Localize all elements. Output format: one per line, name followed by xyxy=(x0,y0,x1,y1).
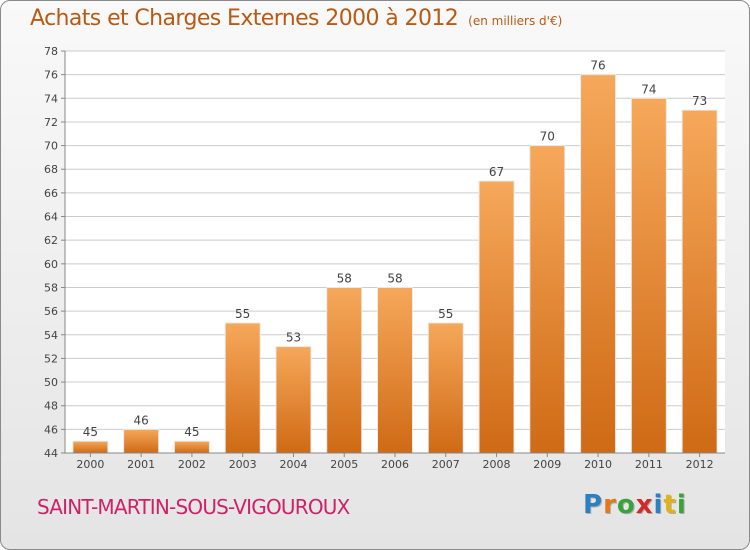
data-label: 74 xyxy=(641,82,656,96)
x-tick-label: 2008 xyxy=(483,458,511,471)
logo-letter: P xyxy=(583,490,604,520)
bar-2005 xyxy=(326,286,363,454)
logo-letter: i xyxy=(676,490,687,520)
x-tick-label: 2011 xyxy=(635,458,663,471)
y-tick-label: 54 xyxy=(44,329,58,342)
chart-title: Achats et Charges Externes 2000 à 2012 (e… xyxy=(30,6,562,31)
y-tick-label: 62 xyxy=(44,234,58,247)
y-tick-label: 46 xyxy=(44,423,58,436)
data-label: 55 xyxy=(235,307,250,321)
y-tick-label: 72 xyxy=(44,116,58,129)
bar-2001 xyxy=(123,428,160,454)
data-label: 45 xyxy=(83,425,98,439)
y-tick-label: 48 xyxy=(44,400,58,413)
unit-note: (en milliers d'€) xyxy=(468,14,563,28)
title-text: Achats et Charges Externes 2000 à 2012 xyxy=(30,6,459,31)
y-tick-label: 44 xyxy=(44,447,58,460)
data-label: 70 xyxy=(540,130,555,144)
y-tick-label: 70 xyxy=(44,140,58,153)
y-tick-label: 56 xyxy=(44,305,58,318)
x-tick-label: 2010 xyxy=(584,458,612,471)
logo-letter: i xyxy=(653,490,664,520)
data-label: 73 xyxy=(692,94,707,108)
logo-letter: x xyxy=(635,490,654,520)
y-tick-label: 52 xyxy=(44,352,58,365)
y-tick-label: 78 xyxy=(44,45,58,58)
data-label: 53 xyxy=(286,331,301,345)
data-label: 58 xyxy=(337,271,352,285)
commune-name: SAINT-MARTIN-SOUS-VIGOUROUX xyxy=(37,495,350,519)
y-tick-label: 66 xyxy=(44,187,58,200)
x-tick-label: 2000 xyxy=(76,458,104,471)
data-label: 45 xyxy=(184,425,199,439)
x-tick-label: 2004 xyxy=(279,458,307,471)
x-tick-label: 2007 xyxy=(432,458,460,471)
y-tick-label: 50 xyxy=(44,376,58,389)
bar-2000 xyxy=(72,440,109,454)
x-tick-label: 2002 xyxy=(178,458,206,471)
bar-2004 xyxy=(275,346,312,454)
y-tick-label: 68 xyxy=(44,163,58,176)
bar-2003 xyxy=(224,322,261,454)
y-axis: 44 46 48 50 52 54 56 58 60 62 64 66 68 70 72 74 76 78 xyxy=(44,45,66,460)
data-label: 58 xyxy=(387,271,402,285)
bar-2009 xyxy=(529,145,566,454)
bar-2011 xyxy=(630,97,667,454)
x-axis: 2000 2001 2002 2003 2004 2005 2006 2007 2008 2009… xyxy=(65,452,725,471)
y-tick-label: 58 xyxy=(44,281,58,294)
y-tick-label: 64 xyxy=(44,211,58,224)
data-label: 67 xyxy=(489,165,504,179)
x-tick-label: 2003 xyxy=(229,458,257,471)
logo-letter: t xyxy=(663,490,677,520)
bar-2007 xyxy=(427,322,464,454)
x-tick-label: 2001 xyxy=(127,458,155,471)
x-tick-label: 2009 xyxy=(533,458,561,471)
bar-2002 xyxy=(173,440,210,454)
x-tick-label: 2005 xyxy=(330,458,358,471)
bar-2012 xyxy=(681,109,718,454)
y-tick-label: 60 xyxy=(44,258,58,271)
logo-letter: r xyxy=(603,490,617,520)
y-tick-label: 74 xyxy=(44,92,58,105)
x-tick-label: 2006 xyxy=(381,458,409,471)
bars: 45 46 45 55 53 58 58 55 67 70 76 74 73 xyxy=(72,59,718,454)
data-label: 46 xyxy=(134,413,149,427)
proxiti-logo: Proxiti xyxy=(583,490,687,520)
data-label: 76 xyxy=(590,59,605,73)
bar-2006 xyxy=(377,286,413,454)
logo-letter: o xyxy=(616,490,636,520)
x-tick-label: 2012 xyxy=(686,458,714,471)
data-label: 55 xyxy=(438,307,453,321)
y-tick-label: 76 xyxy=(44,69,58,82)
bar-2010 xyxy=(580,74,617,454)
bar-2008 xyxy=(478,180,515,454)
